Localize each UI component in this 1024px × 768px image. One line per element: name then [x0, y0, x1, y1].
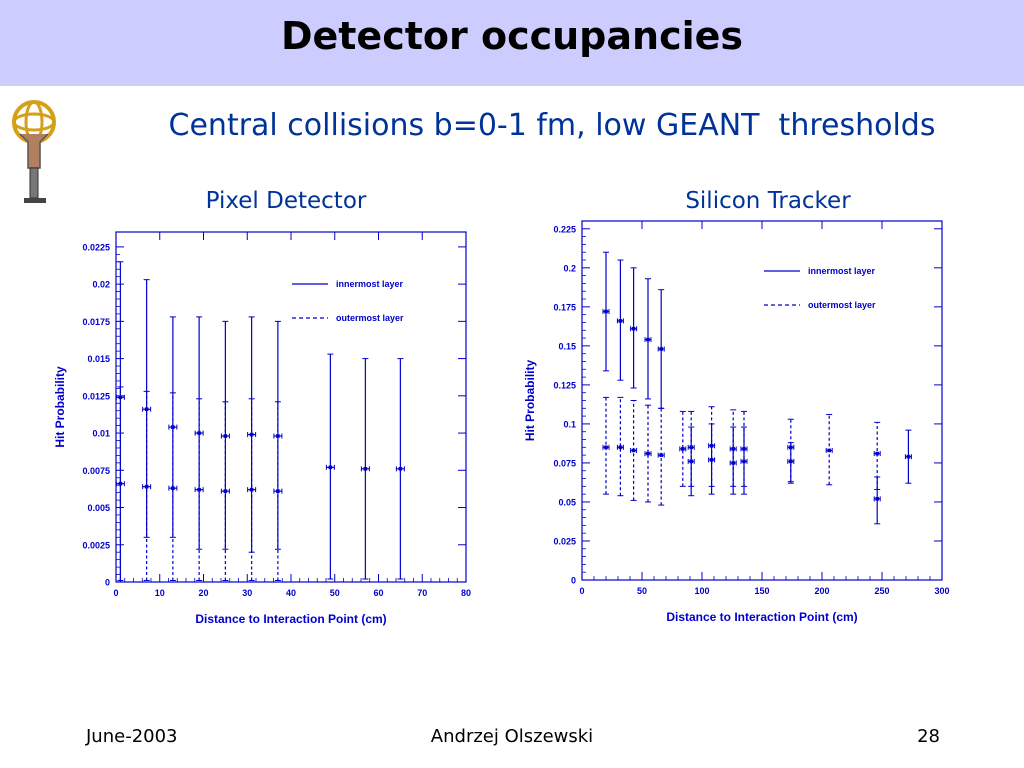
legend-label: outermost layer	[808, 300, 876, 310]
y-axis-label: Hit Probability	[523, 360, 537, 442]
title-band	[0, 0, 1024, 86]
data-point	[171, 486, 175, 490]
silicon-tracker-chart: 0 0.025 0.05 0.075 0.1 0.125 0.15 0.175 0.2 0.225…	[523, 220, 950, 624]
data-point	[276, 489, 280, 493]
footer-author: Andrzej Olszewski	[430, 726, 594, 747]
data-point	[118, 481, 123, 486]
data-point	[731, 447, 735, 451]
data-point	[827, 448, 831, 453]
y-tick-label: 0	[105, 578, 110, 588]
data-point	[631, 326, 636, 331]
data-point	[223, 489, 228, 493]
y-tick-label: 0.0225	[82, 242, 110, 252]
data-point	[789, 445, 793, 450]
data-point	[659, 347, 663, 351]
x-tick-label: 250	[874, 586, 889, 596]
atlas-logo-icon	[12, 100, 56, 203]
y-tick-label: 0.02	[92, 280, 110, 290]
data-point	[197, 431, 201, 435]
data-point	[659, 453, 663, 457]
x-tick-label: 0	[113, 588, 118, 598]
slide-title: Detector occupancies	[280, 14, 744, 58]
footer-page-number: 28	[917, 726, 940, 747]
data-point	[709, 443, 714, 448]
y-tick-label: 0.2	[563, 263, 576, 273]
data-point	[604, 309, 608, 314]
data-point	[742, 447, 746, 451]
data-point	[398, 467, 403, 471]
y-tick-label: 0.175	[553, 302, 576, 312]
x-axis-label: Distance to Interaction Point (cm)	[666, 610, 857, 624]
x-tick-label: 40	[286, 588, 296, 598]
y-tick-label: 0.15	[558, 341, 576, 351]
data-point	[618, 445, 623, 450]
data-point	[604, 445, 608, 450]
x-tick-label: 30	[242, 588, 252, 598]
y-tick-label: 0.025	[553, 536, 576, 546]
y-tick-label: 0.015	[87, 354, 110, 364]
x-tick-label: 20	[198, 588, 208, 598]
data-point	[789, 459, 793, 464]
y-tick-label: 0.0025	[82, 540, 110, 550]
data-point	[328, 465, 333, 470]
y-tick-label: 0.01	[92, 429, 110, 439]
y-tick-label: 0	[571, 576, 576, 586]
data-point	[249, 487, 254, 492]
data-point	[197, 487, 201, 492]
data-point	[144, 484, 149, 489]
plot-frame	[115, 231, 467, 583]
data-point	[689, 445, 693, 450]
data-point	[646, 451, 650, 456]
y-tick-label: 0.125	[553, 380, 576, 390]
x-tick-label: 200	[814, 586, 829, 596]
data-point	[681, 447, 685, 451]
x-tick-label: 150	[754, 586, 769, 596]
x-tick-label: 80	[461, 588, 471, 598]
data-point	[631, 448, 636, 453]
y-tick-label: 0.0075	[82, 466, 110, 476]
y-tick-label: 0.1	[563, 419, 576, 429]
x-tick-label: 0	[579, 586, 584, 596]
x-tick-label: 70	[417, 588, 427, 598]
tracker-chart-title: Silicon Tracker	[685, 188, 851, 214]
data-point	[906, 454, 911, 459]
y-tick-label: 0.225	[553, 224, 576, 234]
data-point	[363, 467, 368, 471]
legend-label: innermost layer	[808, 266, 876, 276]
x-axis-label: Distance to Interaction Point (cm)	[195, 612, 386, 626]
x-tick-label: 100	[694, 586, 709, 596]
y-tick-label: 0.0125	[82, 391, 110, 401]
legend-label: outermost layer	[336, 313, 404, 323]
x-tick-label: 50	[330, 588, 340, 598]
pixel-chart-title: Pixel Detector	[205, 188, 367, 214]
y-tick-label: 0.005	[87, 503, 110, 513]
slide-subtitle: Central collisions b=0-1 fm, low GEANT t…	[168, 108, 936, 143]
x-tick-label: 50	[637, 586, 647, 596]
x-tick-label: 300	[934, 586, 949, 596]
footer-date: June-2003	[86, 726, 178, 747]
data-point	[875, 451, 879, 456]
pixel-detector-chart: 0 0.0025 0.005 0.0075 0.01 0.0125 0.015 0.0175 0…	[53, 231, 471, 626]
data-point	[646, 337, 650, 342]
data-point	[875, 497, 879, 501]
x-tick-label: 10	[155, 588, 165, 598]
y-tick-label: 0.075	[553, 458, 576, 468]
y-tick-label: 0.0175	[82, 317, 110, 327]
data-point	[171, 425, 175, 429]
data-point	[709, 458, 714, 462]
y-axis-label: Hit Probability	[53, 366, 67, 448]
data-point	[618, 319, 623, 323]
y-tick-label: 0.05	[558, 497, 576, 507]
legend-label: innermost layer	[336, 279, 404, 289]
x-tick-label: 60	[373, 588, 383, 598]
